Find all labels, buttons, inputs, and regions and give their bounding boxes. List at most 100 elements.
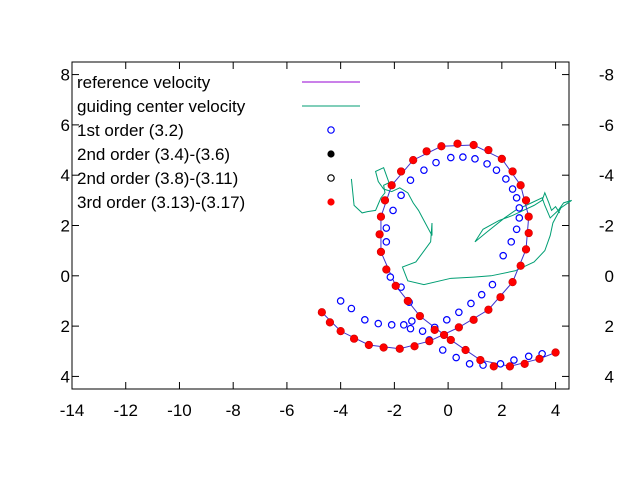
first-order-point xyxy=(389,206,397,215)
first-order-point xyxy=(397,191,405,200)
third-order-point xyxy=(551,348,560,357)
first-order-point xyxy=(336,297,345,305)
first-order-point xyxy=(459,153,467,161)
first-order-point xyxy=(510,356,518,364)
third-order-point xyxy=(516,261,525,270)
third-order-point xyxy=(497,154,506,163)
third-order-point xyxy=(391,281,400,290)
x-tick-label: -6 xyxy=(279,401,294,420)
third-order-point xyxy=(454,323,463,332)
first-order-point xyxy=(347,304,356,313)
y-tick-label-left: 4 xyxy=(61,166,70,185)
y-tick-label: 2 xyxy=(605,317,614,336)
first-order-point xyxy=(507,238,516,246)
first-order-point xyxy=(399,321,408,329)
first-order-point xyxy=(488,280,497,289)
legend-label: guiding center velocity xyxy=(77,97,246,116)
third-order-point xyxy=(505,362,514,371)
third-order-point xyxy=(325,318,335,327)
legend-label: 2nd order (3.4)-(3.6) xyxy=(77,145,230,164)
third-order-point xyxy=(489,362,498,371)
guiding-center-line xyxy=(350,166,572,286)
third-order-point xyxy=(521,196,531,205)
third-order-point xyxy=(375,230,384,239)
third-order-point xyxy=(476,355,485,365)
third-order-point xyxy=(484,305,493,314)
third-order-point xyxy=(508,167,517,176)
x-tick-label: -14 xyxy=(60,401,85,420)
first-order-point xyxy=(492,166,501,174)
reference-velocity-line xyxy=(321,144,556,367)
first-order-point xyxy=(432,158,440,167)
legend-label: 3rd order (3.13)-(3.17) xyxy=(77,193,245,212)
third-order-point xyxy=(317,308,326,317)
first-order-point xyxy=(374,319,383,328)
x-tick-label: 4 xyxy=(551,401,560,420)
first-order-point xyxy=(406,176,415,185)
third-order-point xyxy=(376,212,386,221)
first-order-point xyxy=(446,153,455,162)
y-tick-label-left: 4 xyxy=(61,367,70,386)
third-order-point xyxy=(520,359,529,368)
legend-open-marker xyxy=(327,126,335,134)
y-tick-label: -8 xyxy=(599,66,614,85)
y-axis-ticks: -8 8 -6 6 -4 4 -2 2 0 0 2 2 4 4 xyxy=(61,66,614,387)
first-order-point xyxy=(442,316,451,324)
first-order-point xyxy=(502,175,510,183)
first-order-point xyxy=(515,204,524,212)
first-order-point xyxy=(418,327,427,335)
third-order-point xyxy=(437,142,446,151)
third-order-point xyxy=(396,167,406,176)
first-order-point xyxy=(361,316,369,324)
third-order-point xyxy=(516,181,525,190)
third-order-point xyxy=(415,311,425,321)
third-order-point xyxy=(387,181,396,190)
series-layer xyxy=(317,139,572,371)
first-order-point xyxy=(387,321,396,329)
y-tick-label-left: 2 xyxy=(61,217,70,236)
third-order-point xyxy=(524,212,533,221)
y-tick-label: 4 xyxy=(605,367,614,386)
y-tick-label-left: 8 xyxy=(61,66,70,85)
x-tick-label: -12 xyxy=(113,401,138,420)
x-tick-label: -10 xyxy=(167,401,192,420)
first-order-point xyxy=(406,324,415,333)
third-order-point xyxy=(453,139,462,148)
third-order-point xyxy=(469,140,478,150)
first-order-point xyxy=(438,346,447,354)
legend-label: 1st order (3.2) xyxy=(77,121,184,140)
third-order-point xyxy=(380,196,390,205)
x-tick-label: -2 xyxy=(387,401,402,420)
first-order-point xyxy=(420,166,428,174)
first-order-point xyxy=(524,352,533,361)
first-order-point xyxy=(512,225,521,234)
legend-open-marker xyxy=(327,174,335,182)
x-tick-label: -8 xyxy=(226,401,241,420)
third-order-point xyxy=(376,247,386,257)
first-order-point xyxy=(382,238,391,246)
first-order-point xyxy=(496,360,505,368)
y-tick-label: -4 xyxy=(599,166,614,185)
legend-filled-marker xyxy=(327,198,335,206)
third-order-point xyxy=(461,345,470,355)
y-tick-label: -6 xyxy=(599,116,614,135)
third-order-point xyxy=(439,330,449,340)
legend-label: reference velocity xyxy=(77,73,211,92)
third-order-point xyxy=(410,342,419,351)
third-order-point xyxy=(484,145,493,155)
third-order-point xyxy=(403,296,412,306)
third-order-point xyxy=(364,340,373,350)
first-order-point xyxy=(408,317,416,325)
x-axis-ticks: -14 -12 -10 -8 -6 -4 -2 0 2 4 xyxy=(60,62,560,420)
y-tick-label-left: 0 xyxy=(61,267,70,286)
third-order-point xyxy=(349,334,359,343)
first-order-point xyxy=(515,214,524,222)
y-tick-label-left: 2 xyxy=(61,317,70,336)
legend-filled-marker xyxy=(327,150,335,158)
first-order-point xyxy=(512,194,521,202)
third-order-point xyxy=(382,265,391,274)
first-order-point xyxy=(467,299,475,308)
x-tick-label: 2 xyxy=(497,401,506,420)
first-order-point xyxy=(452,353,460,362)
